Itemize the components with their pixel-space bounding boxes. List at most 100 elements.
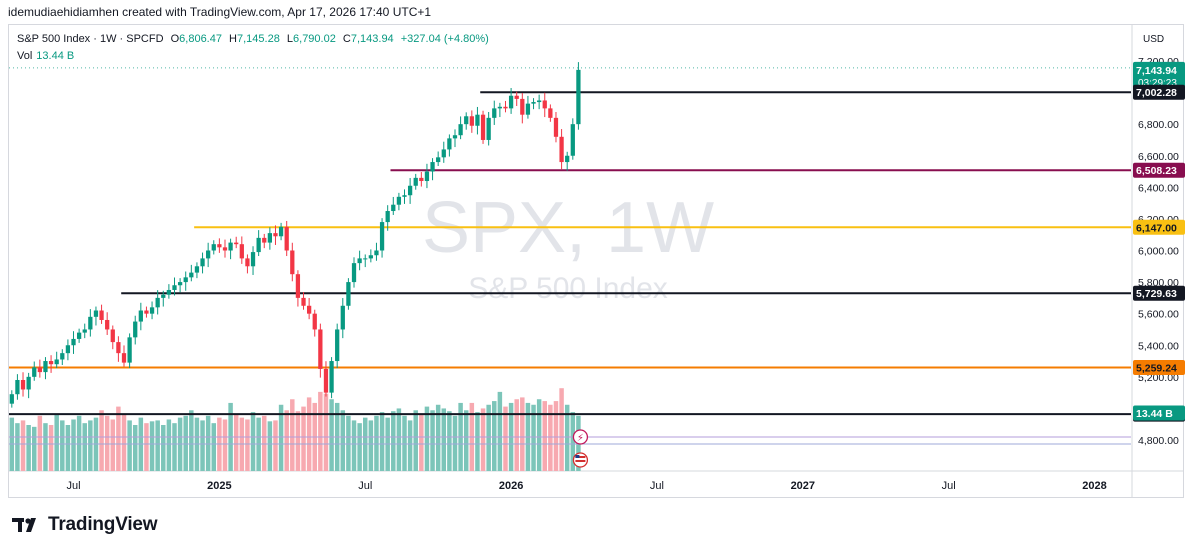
- candle[interactable]: [318, 329, 323, 369]
- candle[interactable]: [43, 361, 48, 373]
- candle[interactable]: [514, 95, 519, 99]
- candle[interactable]: [553, 117, 559, 137]
- candle[interactable]: [430, 162, 435, 172]
- candle[interactable]: [492, 108, 497, 118]
- candle[interactable]: [256, 237, 261, 253]
- candle[interactable]: [60, 353, 65, 360]
- candle[interactable]: [452, 135, 458, 139]
- candle[interactable]: [436, 157, 441, 163]
- candle[interactable]: [351, 263, 357, 283]
- candle[interactable]: [99, 310, 104, 320]
- candle[interactable]: [76, 332, 82, 339]
- candle[interactable]: [110, 329, 115, 343]
- candle[interactable]: [133, 321, 138, 338]
- symbol-name[interactable]: S&P 500 Index · 1W · SPCFD: [17, 33, 164, 45]
- candle[interactable]: [570, 124, 575, 156]
- candle[interactable]: [82, 329, 87, 333]
- candle[interactable]: [127, 337, 132, 363]
- candle[interactable]: [537, 100, 542, 103]
- candle[interactable]: [295, 274, 301, 298]
- candle[interactable]: [335, 329, 340, 362]
- candle[interactable]: [576, 69, 581, 125]
- candle[interactable]: [144, 310, 149, 314]
- candle[interactable]: [65, 345, 71, 354]
- candle[interactable]: [278, 226, 284, 237]
- candle[interactable]: [234, 242, 239, 245]
- candle[interactable]: [166, 289, 172, 295]
- candle[interactable]: [391, 204, 396, 212]
- candle[interactable]: [273, 233, 278, 237]
- candle[interactable]: [239, 244, 244, 259]
- candle[interactable]: [565, 155, 570, 163]
- candle[interactable]: [323, 368, 329, 393]
- candle[interactable]: [177, 282, 183, 286]
- candle[interactable]: [32, 367, 37, 377]
- candle[interactable]: [37, 367, 42, 373]
- candle[interactable]: [340, 305, 345, 330]
- candle[interactable]: [48, 361, 54, 365]
- candle[interactable]: [20, 379, 26, 390]
- candle[interactable]: [200, 258, 205, 267]
- candle[interactable]: [228, 242, 233, 251]
- candle[interactable]: [346, 282, 351, 306]
- candle[interactable]: [15, 379, 20, 395]
- tradingview-logo[interactable]: TradingView: [12, 514, 158, 536]
- candle[interactable]: [121, 353, 127, 363]
- candle[interactable]: [290, 250, 295, 275]
- candle[interactable]: [88, 316, 93, 330]
- candle[interactable]: [194, 266, 200, 273]
- candle[interactable]: [329, 361, 334, 393]
- candle[interactable]: [105, 319, 110, 330]
- currency-label[interactable]: USD: [1143, 34, 1165, 45]
- candle[interactable]: [531, 102, 536, 104]
- candle[interactable]: [374, 250, 379, 256]
- candle[interactable]: [155, 297, 160, 308]
- candle[interactable]: [525, 103, 531, 115]
- candle[interactable]: [267, 233, 272, 243]
- candle[interactable]: [480, 114, 486, 140]
- candle[interactable]: [464, 116, 469, 125]
- candle[interactable]: [222, 247, 228, 251]
- earnings-event-icon[interactable]: [572, 429, 589, 445]
- candle[interactable]: [379, 222, 385, 251]
- candle[interactable]: [548, 108, 553, 118]
- candle[interactable]: [497, 106, 503, 109]
- candle[interactable]: [54, 359, 59, 365]
- candle[interactable]: [407, 185, 413, 196]
- candle[interactable]: [161, 294, 166, 298]
- candle[interactable]: [368, 255, 373, 259]
- candle[interactable]: [206, 250, 211, 259]
- candle[interactable]: [508, 95, 514, 109]
- candle[interactable]: [217, 244, 222, 248]
- candle[interactable]: [138, 310, 143, 322]
- candle[interactable]: [559, 136, 564, 163]
- candle[interactable]: [312, 313, 317, 330]
- candle[interactable]: [503, 106, 508, 109]
- candle[interactable]: [9, 394, 14, 404]
- candle[interactable]: [149, 307, 155, 314]
- candle[interactable]: [396, 196, 402, 205]
- candle[interactable]: [211, 244, 216, 251]
- candle[interactable]: [441, 149, 446, 158]
- candle[interactable]: [385, 211, 390, 223]
- candle[interactable]: [116, 342, 121, 354]
- candle[interactable]: [447, 138, 452, 150]
- candle[interactable]: [363, 258, 368, 260]
- candle[interactable]: [172, 285, 177, 290]
- candle[interactable]: [245, 258, 250, 267]
- candle[interactable]: [301, 297, 306, 306]
- candle[interactable]: [520, 98, 525, 115]
- candle[interactable]: [469, 116, 474, 126]
- candle[interactable]: [262, 237, 267, 243]
- candle[interactable]: [284, 226, 289, 251]
- candle[interactable]: [402, 195, 407, 197]
- candle[interactable]: [250, 252, 256, 267]
- candle[interactable]: [189, 272, 194, 278]
- candle[interactable]: [71, 338, 76, 346]
- candle[interactable]: [307, 305, 312, 314]
- candle[interactable]: [486, 117, 491, 140]
- candle[interactable]: [542, 100, 547, 109]
- candle[interactable]: [26, 376, 31, 390]
- candle[interactable]: [419, 177, 424, 182]
